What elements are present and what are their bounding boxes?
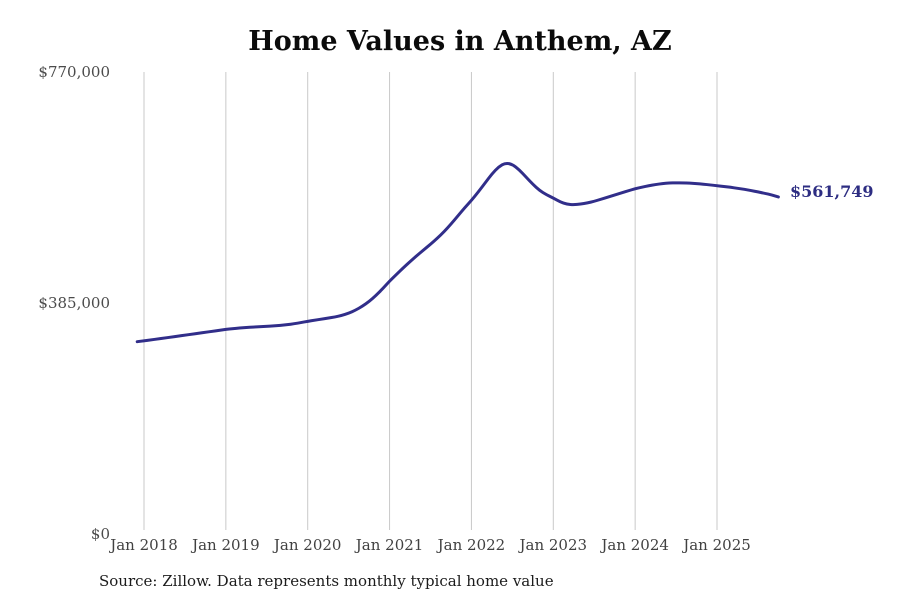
source-note: Source: Zillow. Data represents monthly … (99, 572, 554, 590)
x-tick-label: Jan 2025 (683, 536, 751, 554)
x-tick-label: Jan 2018 (110, 536, 178, 554)
x-tick-label: Jan 2022 (437, 536, 506, 554)
end-value-label: $561,749 (790, 182, 874, 201)
x-tick-label: Jan 2024 (601, 536, 669, 554)
x-tick-label: Jan 2021 (355, 536, 424, 554)
y-tick-label: $385,000 (38, 294, 110, 312)
y-tick-label: $770,000 (38, 63, 110, 81)
gridlines-group (143, 72, 718, 530)
x-tick-label: Jan 2023 (519, 536, 588, 554)
x-tick-label: Jan 2019 (192, 536, 260, 554)
chart-title: Home Values in Anthem, AZ (248, 26, 672, 57)
series-group (135, 161, 780, 344)
x-tick-label: Jan 2020 (273, 536, 342, 554)
y-tick-label: $0 (90, 525, 110, 543)
home-value-line (135, 161, 780, 344)
